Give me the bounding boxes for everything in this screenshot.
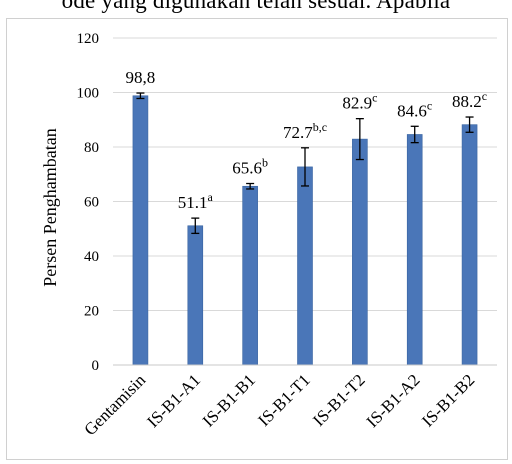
y-tick-label: 80 [84,140,99,156]
data-label-value: 88.2 [452,92,482,111]
data-label: 72.7b,c [283,120,327,142]
data-label-value: 84.6 [397,101,427,120]
bar [461,124,478,366]
data-label: 84.6c [397,98,432,120]
data-label-superscript: b [262,156,268,170]
data-label-value: 51.1 [178,193,208,212]
data-label-superscript: c [482,89,487,103]
x-category-label: IS-B1-A2 [363,370,424,431]
x-category-label: IS-B1-A1 [143,370,204,431]
data-label-superscript: a [207,190,213,204]
data-label-value: 65.6 [232,159,262,178]
bar [187,225,204,366]
data-label: 51.1a [178,190,214,212]
data-label: 65.6b [232,156,268,178]
data-label-superscript: c [372,91,377,105]
data-label-value: 72.7 [283,123,313,142]
bar [242,185,258,366]
y-tick-label: 0 [92,358,100,374]
data-label: 82.9c [342,91,377,113]
data-label-superscript: b,c [313,120,327,134]
y-tick-label: 100 [77,86,100,102]
x-category-label: IS-B1-B2 [418,370,478,430]
bar [352,138,368,366]
y-tick-label: 120 [77,31,100,47]
x-category-label: IS-B1-T1 [254,370,314,430]
y-axis-label: Persen Penghambatan [40,128,60,286]
y-axis-ticks: 0 20 40 60 80 100 120 [77,31,100,374]
data-label-value: 82.9 [342,94,372,113]
y-tick-label: 20 [84,304,99,320]
bar [297,166,313,366]
data-label-value: 98,8 [126,68,156,87]
y-tick-label: 40 [84,249,99,265]
x-axis-categories: GentamisinIS-B1-A1IS-B1-B1IS-B1-T1IS-B1-… [80,370,478,439]
bars [132,95,478,366]
x-category-label: IS-B1-B1 [199,370,259,430]
error-bars [136,92,474,235]
data-label: 88.2c [452,89,487,111]
bar [406,134,423,366]
bar [132,95,149,366]
page-text-fragment: ode yang digunakan telah sesuai. Apabila [61,0,451,13]
data-label-superscript: c [427,98,432,112]
data-label: 98,8 [126,68,156,87]
y-tick-label: 60 [84,195,99,211]
x-category-label: Gentamisin [80,370,149,439]
x-category-label: IS-B1-T2 [309,370,369,430]
